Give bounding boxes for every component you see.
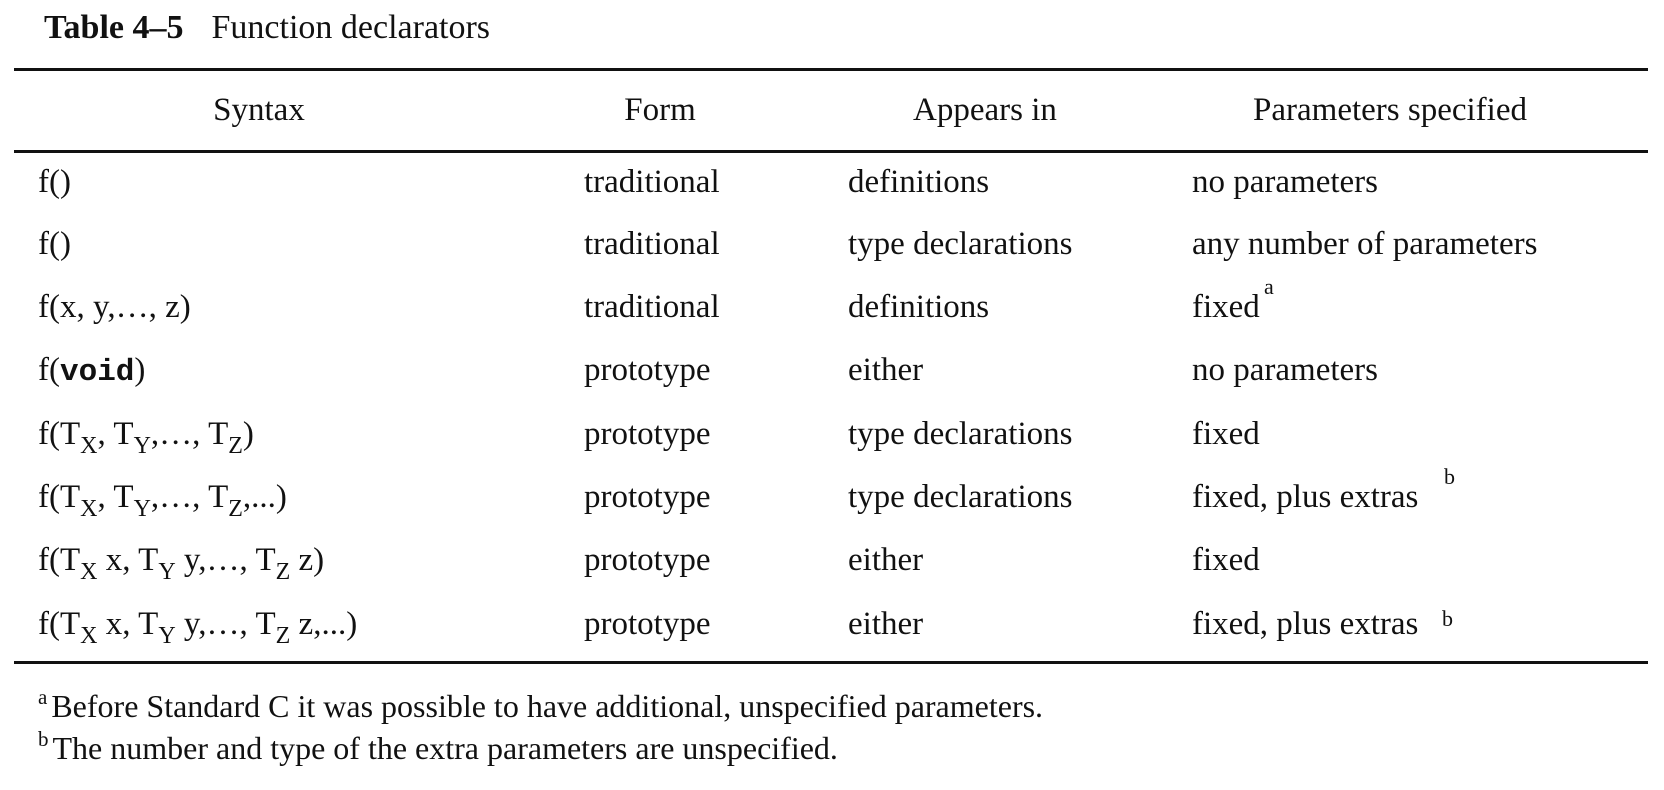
table-row: f() traditional type declarations any nu… bbox=[0, 218, 1664, 270]
table-number: Table 4–5 bbox=[44, 9, 184, 46]
table-row: f(x, y,…, z) traditional definitions fix… bbox=[0, 281, 1664, 333]
syntax-cell: f(void) bbox=[38, 344, 145, 399]
parameters-cell: no parameters bbox=[1192, 164, 1378, 200]
appears-in-cell: either bbox=[848, 352, 924, 388]
parameters-cell: fixed, plus extras bbox=[1192, 606, 1419, 642]
syntax-cell: f(TX x, TY y,…, TZ z) bbox=[38, 542, 325, 585]
syntax-prefix: f( bbox=[38, 352, 60, 388]
syntax-cell: f(TX, TY,…, TZ,...) bbox=[38, 479, 287, 522]
column-header-syntax: Syntax bbox=[213, 92, 305, 128]
form-cell: traditional bbox=[584, 164, 720, 200]
syntax-cell: f(TX x, TY y,…, TZ z,...) bbox=[38, 606, 358, 649]
form-cell: prototype bbox=[584, 606, 711, 642]
table-row: f() traditional definitions no parameter… bbox=[0, 156, 1664, 208]
footnote-ref-a: a bbox=[1264, 274, 1274, 299]
form-cell: prototype bbox=[584, 352, 711, 388]
form-cell: traditional bbox=[584, 289, 720, 325]
column-header-parameters-specified: Parameters specified bbox=[1253, 92, 1527, 128]
table-row: f(TX, TY,…, TZ) prototype type declarati… bbox=[0, 408, 1664, 460]
form-cell: prototype bbox=[584, 479, 711, 515]
parameters-cell: fixed, plus extras bbox=[1192, 479, 1419, 515]
footnote-mark: a bbox=[38, 685, 48, 709]
footnote-ref-b: b bbox=[1444, 464, 1455, 489]
parameters-cell: any number of parameters bbox=[1192, 226, 1538, 262]
parameters-cell: fixed bbox=[1192, 542, 1260, 578]
void-keyword: void bbox=[59, 355, 135, 390]
appears-in-cell: definitions bbox=[848, 164, 990, 200]
syntax-cell: f(TX, TY,…, TZ) bbox=[38, 416, 254, 459]
footnote-ref-b: b bbox=[1442, 606, 1453, 631]
table-row: f(void) prototype either no parameters bbox=[0, 344, 1664, 396]
footnote-text: The number and type of the extra paramet… bbox=[52, 730, 838, 766]
footnote-mark: b bbox=[38, 727, 49, 751]
syntax-cell: f(x, y,…, z) bbox=[38, 289, 191, 325]
column-header-form: Form bbox=[624, 92, 696, 128]
table-header-rule bbox=[14, 150, 1648, 153]
footnote-text: Before Standard C it was possible to hav… bbox=[51, 688, 1044, 724]
table-row: f(TX x, TY y,…, TZ z,...) prototype eith… bbox=[0, 598, 1664, 650]
syntax-suffix: ) bbox=[134, 352, 146, 388]
syntax-cell: f() bbox=[38, 164, 71, 200]
syntax-cell: f() bbox=[38, 226, 71, 262]
appears-in-cell: either bbox=[848, 606, 924, 642]
column-header-appears-in: Appears in bbox=[913, 92, 1057, 128]
form-cell: prototype bbox=[584, 542, 711, 578]
table-row: f(TX x, TY y,…, TZ z) prototype either f… bbox=[0, 534, 1664, 586]
table-top-rule bbox=[14, 68, 1648, 71]
appears-in-cell: type declarations bbox=[848, 226, 1073, 262]
appears-in-cell: definitions bbox=[848, 289, 990, 325]
form-cell: traditional bbox=[584, 226, 720, 262]
parameters-cell: fixed bbox=[1192, 416, 1260, 452]
appears-in-cell: type declarations bbox=[848, 416, 1073, 452]
table-row: f(TX, TY,…, TZ,...) prototype type decla… bbox=[0, 471, 1664, 523]
parameters-cell: fixed bbox=[1192, 289, 1260, 325]
appears-in-cell: type declarations bbox=[848, 479, 1073, 515]
parameters-cell: no parameters bbox=[1192, 352, 1378, 388]
table-bottom-rule bbox=[14, 661, 1648, 664]
footnote-a: a Before Standard C it was possible to ha… bbox=[38, 685, 1044, 730]
table-title: Function declarators bbox=[211, 9, 491, 46]
footnote-b: b The number and type of the extra parame… bbox=[38, 727, 838, 772]
appears-in-cell: either bbox=[848, 542, 924, 578]
table-caption: Table 4–5 Function declarators bbox=[44, 6, 490, 50]
form-cell: prototype bbox=[584, 416, 711, 452]
